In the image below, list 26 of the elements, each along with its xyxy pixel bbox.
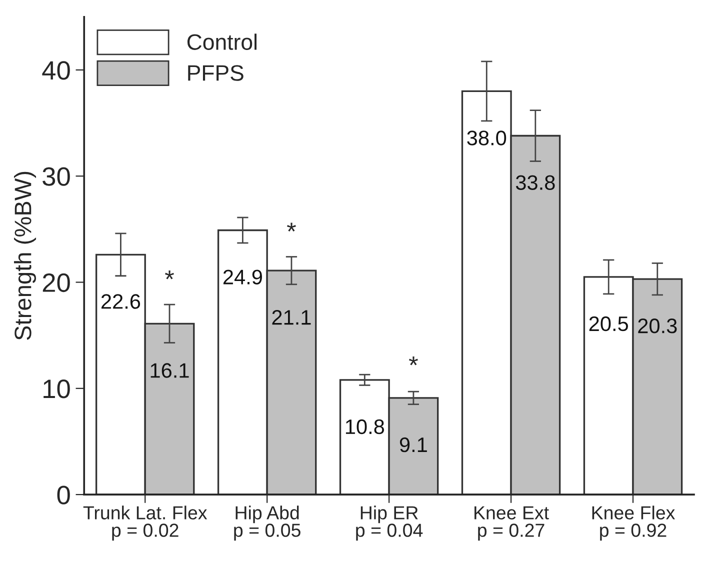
data-label: 24.9 <box>223 270 262 284</box>
y-tick-label: 0 <box>57 486 70 504</box>
x-tick-label: Knee Flex p = 0.92 <box>592 506 676 541</box>
y-tick-label: 20 <box>42 273 70 292</box>
annotation: * <box>165 270 174 280</box>
data-label: 16.1 <box>150 363 189 378</box>
y-axis-title: Strength (%BW) <box>14 172 36 340</box>
data-label: 20.5 <box>589 316 628 332</box>
y-tick-label: 40 <box>42 61 70 80</box>
data-label: 10.8 <box>346 419 384 434</box>
x-tick-label: Knee Ext p = 0.27 <box>474 506 549 541</box>
legend-label: Control <box>187 34 256 50</box>
data-label: 22.6 <box>101 294 140 309</box>
x-tick-label: Hip Abd p = 0.05 <box>234 506 300 541</box>
data-label: 20.3 <box>638 318 677 334</box>
y-tick-label: 30 <box>42 167 70 186</box>
legend-label: PFPS <box>188 65 244 81</box>
y-tick-label: 10 <box>44 380 70 398</box>
x-tick-label: Hip ER p = 0.04 <box>356 506 423 541</box>
data-label: 38.0 <box>467 130 506 146</box>
x-tick-label: Trunk Lat. Flex p = 0.02 <box>83 506 208 541</box>
annotation: * <box>287 222 296 232</box>
data-label: 21.1 <box>272 310 311 325</box>
data-label: 9.1 <box>400 437 427 452</box>
data-label: 33.8 <box>516 175 555 190</box>
annotation: * <box>408 356 418 366</box>
